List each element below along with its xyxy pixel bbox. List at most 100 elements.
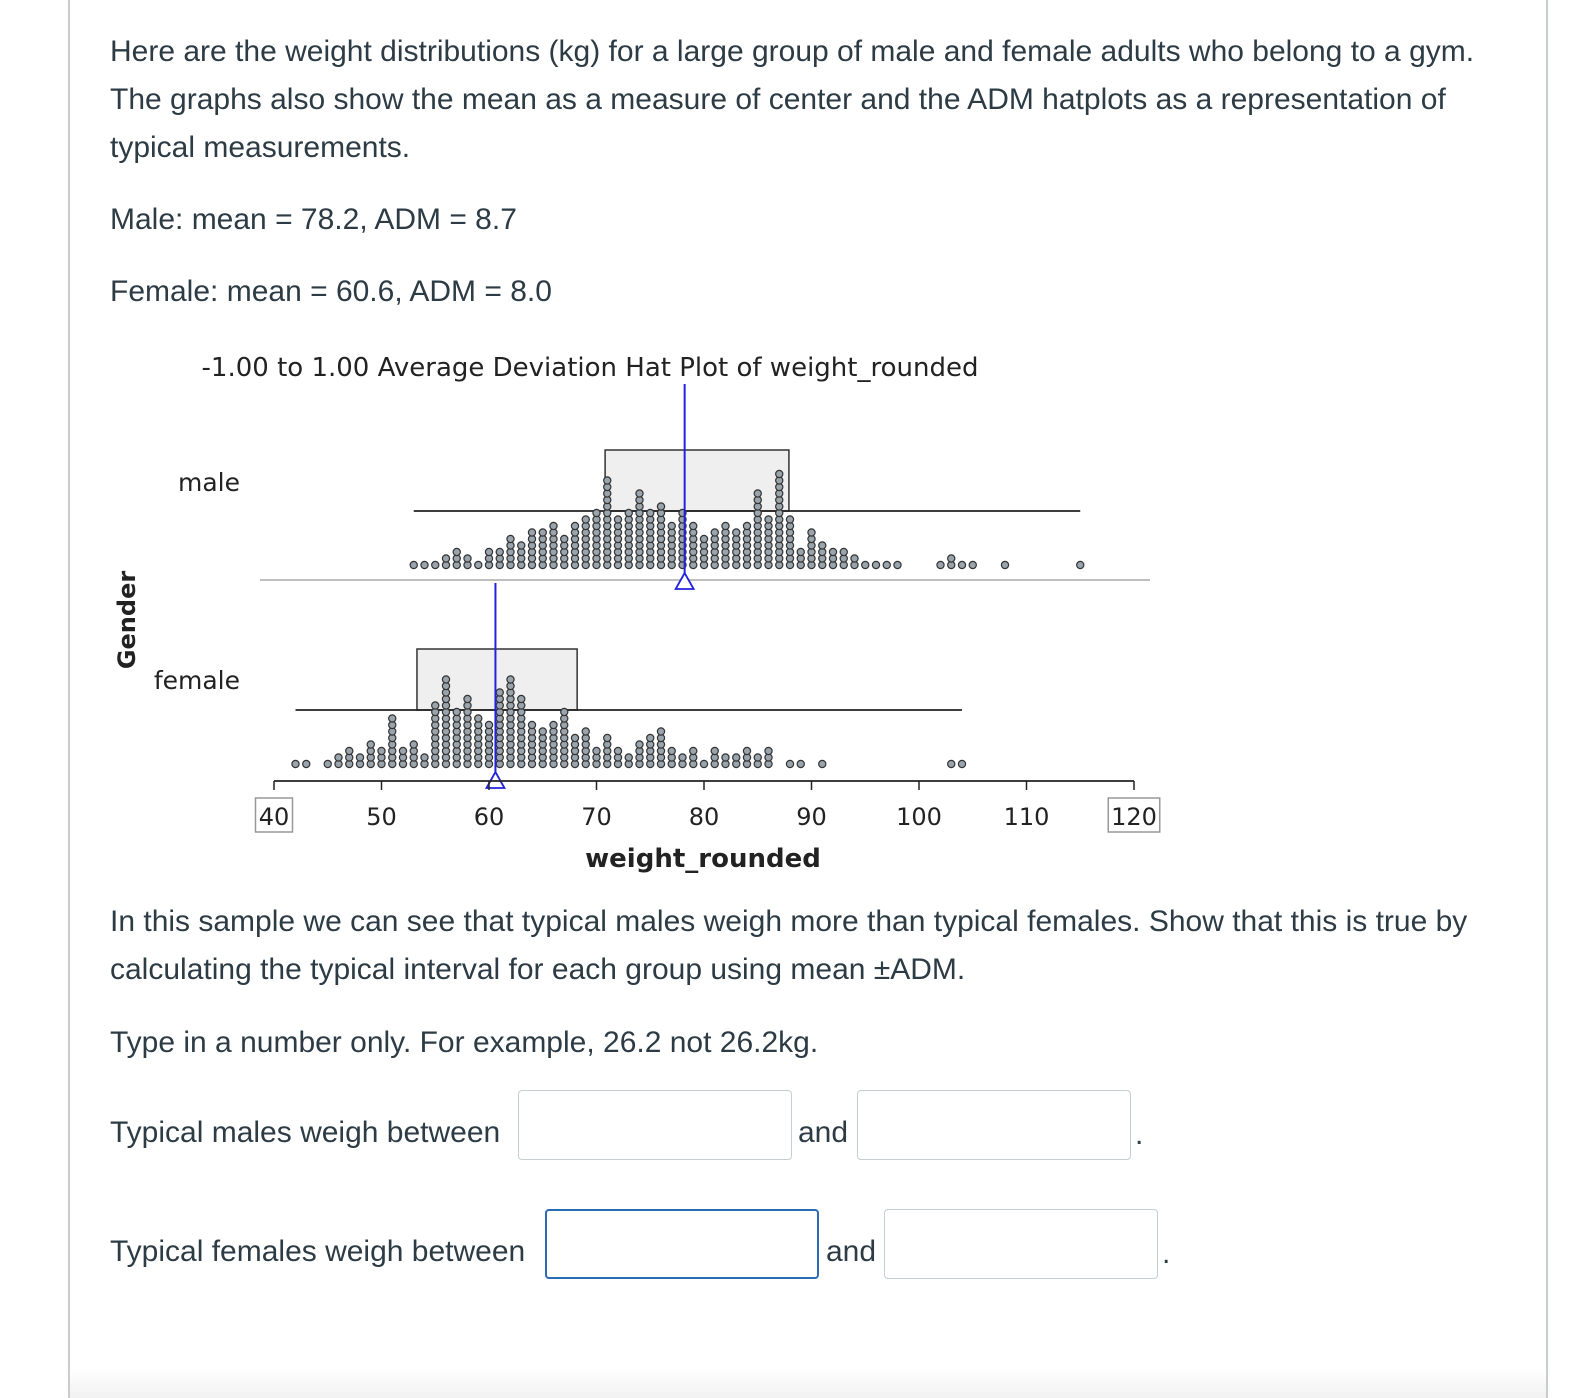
x-tick-highlight-box xyxy=(254,797,294,833)
chart-body: male female 40 50 60 70 80 90 100 110 120 xyxy=(154,384,1161,833)
data-dot xyxy=(527,720,537,730)
group-label-male: male xyxy=(178,468,240,497)
x-tick-highlight-box xyxy=(1107,797,1161,833)
data-dot xyxy=(785,515,795,524)
data-dot xyxy=(624,508,633,518)
data-dot xyxy=(839,547,848,557)
mean-marker-female xyxy=(484,770,506,789)
data-dot xyxy=(517,541,526,550)
data-dot xyxy=(506,675,515,684)
card-bottom-fade xyxy=(70,1368,1546,1398)
data-dot xyxy=(581,727,590,736)
y-axis-title: Gender xyxy=(113,571,141,670)
data-dot xyxy=(463,694,472,704)
data-dot xyxy=(710,528,719,537)
data-dot xyxy=(818,541,827,550)
male-interval-label: Typical males weigh between xyxy=(110,1116,501,1149)
female-stats: Female: mean = 60.6, ADM = 8.0 xyxy=(110,275,552,308)
data-dot xyxy=(624,753,633,762)
instruction-paragraph: In this sample we can see that typical m… xyxy=(110,905,1468,986)
data-dot xyxy=(957,759,967,769)
data-dot xyxy=(828,547,838,557)
data-dot xyxy=(947,759,956,769)
data-dot xyxy=(377,746,386,756)
data-dot xyxy=(656,727,666,736)
female-upper-input[interactable] xyxy=(884,1209,1158,1279)
format-hint: Type in a number only. For example, 26.2… xyxy=(110,1026,819,1059)
data-dot xyxy=(732,528,741,537)
data-dot xyxy=(345,746,354,756)
data-dot xyxy=(1076,560,1085,570)
x-tick-label: 90 xyxy=(796,803,827,831)
data-dot xyxy=(409,740,418,749)
data-dot xyxy=(431,560,440,570)
male-stats: Male: mean = 78.2, ADM = 8.7 xyxy=(110,203,517,236)
data-dot xyxy=(861,560,870,570)
x-tick-label: 80 xyxy=(689,803,720,831)
data-dot xyxy=(796,759,805,769)
male-lower-input[interactable] xyxy=(518,1090,792,1160)
data-dot xyxy=(742,746,752,756)
data-dot xyxy=(968,560,977,570)
data-dot xyxy=(796,547,805,557)
data-dot xyxy=(764,746,773,756)
data-dot xyxy=(936,560,945,570)
data-dot xyxy=(689,521,698,531)
male-upper-input[interactable] xyxy=(857,1090,1131,1160)
x-axis-title: weight_rounded xyxy=(585,844,821,874)
data-dot xyxy=(957,560,967,570)
data-dot xyxy=(549,521,558,531)
data-dot xyxy=(742,521,752,531)
data-dot xyxy=(807,528,816,537)
data-dot xyxy=(441,675,451,684)
male-period: . xyxy=(1135,1118,1144,1151)
data-dot xyxy=(947,554,956,563)
chart-title: -1.00 to 1.00 Average Deviation Hat Plot… xyxy=(202,353,979,383)
data-dot xyxy=(613,746,623,756)
data-dot xyxy=(871,560,881,570)
data-dot xyxy=(893,560,902,570)
data-dot xyxy=(689,746,698,756)
x-tick-label: 70 xyxy=(581,803,612,831)
data-dot xyxy=(818,759,827,769)
data-dot xyxy=(452,547,461,557)
x-tick-label: 40 xyxy=(259,803,290,831)
data-dot xyxy=(334,753,343,762)
data-dot xyxy=(495,547,504,557)
x-tick-label: 100 xyxy=(896,803,942,831)
data-dot xyxy=(366,740,375,749)
data-dot xyxy=(603,733,612,743)
data-dot xyxy=(667,521,676,531)
data-dot xyxy=(431,701,440,710)
data-dot xyxy=(560,534,569,544)
x-tick-label: 50 xyxy=(366,803,397,831)
data-dot xyxy=(302,759,311,769)
data-dot xyxy=(785,759,795,769)
female-lower-input[interactable] xyxy=(545,1209,819,1279)
x-tick-label: 110 xyxy=(1004,803,1050,831)
data-dot xyxy=(474,560,483,570)
data-dot xyxy=(570,521,580,531)
data-dot xyxy=(678,753,687,762)
data-dot xyxy=(484,720,494,730)
data-dot xyxy=(549,720,558,730)
data-dot xyxy=(882,560,891,570)
female-and-label: and xyxy=(826,1235,877,1268)
dot-group-female xyxy=(291,675,967,769)
dot-group-male xyxy=(409,469,1085,570)
data-dot xyxy=(355,753,365,762)
data-dot xyxy=(613,515,623,524)
data-dot xyxy=(538,727,547,736)
data-dot xyxy=(570,733,580,743)
data-dot xyxy=(592,508,601,518)
data-dot xyxy=(291,759,300,769)
mean-marker-male xyxy=(674,571,696,590)
data-dot xyxy=(753,753,762,762)
data-dot xyxy=(775,469,784,479)
data-dot xyxy=(463,554,472,563)
x-tick-label: 120 xyxy=(1111,803,1157,831)
data-dot xyxy=(699,534,709,544)
data-dot xyxy=(560,707,569,717)
male-and-label: and xyxy=(798,1116,849,1149)
data-dot xyxy=(517,694,526,704)
